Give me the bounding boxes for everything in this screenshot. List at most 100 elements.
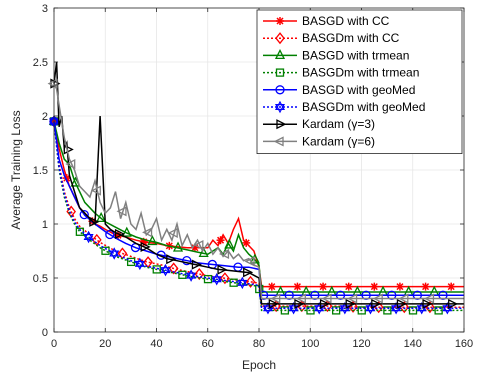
series-line xyxy=(53,83,464,300)
series-point xyxy=(295,293,306,304)
series-point xyxy=(217,264,228,275)
legend-marker xyxy=(275,85,285,95)
series-point xyxy=(220,272,230,285)
y-axis-label: Average Training Loss xyxy=(9,110,23,229)
legend-label: BASGD with CC xyxy=(302,14,390,28)
series-point xyxy=(306,306,315,315)
y-tick-label: 0.5 xyxy=(33,273,48,285)
legend-marker xyxy=(275,68,285,77)
series-point xyxy=(319,298,331,309)
series-point xyxy=(335,290,346,300)
series-point xyxy=(395,282,404,291)
series-point xyxy=(116,206,127,217)
series-point xyxy=(396,298,407,309)
series-point xyxy=(387,290,397,300)
legend-marker xyxy=(276,17,284,25)
series-point xyxy=(224,238,235,249)
series-point xyxy=(421,282,430,291)
series-point xyxy=(147,235,158,246)
legend-marker xyxy=(276,119,287,130)
legend-label: BASGD with geoMed xyxy=(302,83,415,97)
legend-item: Kardam (γ=3) xyxy=(263,117,375,131)
x-tick-label: 100 xyxy=(301,338,319,350)
series-point xyxy=(357,306,366,315)
legend-item: BASGDm with trmean xyxy=(263,66,419,80)
series-point xyxy=(361,290,371,300)
series-point xyxy=(89,216,100,227)
series-point xyxy=(105,229,115,240)
legend-item: BASGD with geoMed xyxy=(263,83,415,97)
legend-label: BASGDm with trmean xyxy=(302,66,419,80)
series-point xyxy=(245,275,256,288)
series-point xyxy=(434,306,443,315)
legend-item: BASGDm with geoMed xyxy=(263,100,425,114)
series-line xyxy=(53,61,464,305)
series-layer xyxy=(47,61,464,315)
series-point xyxy=(216,236,225,245)
legend-label: Kardam (γ=6) xyxy=(302,134,375,148)
x-tick-label: 0 xyxy=(51,338,57,350)
series-point xyxy=(191,259,202,270)
legend-item: BASGD with CC xyxy=(263,14,390,28)
series-line xyxy=(53,121,464,308)
y-tick-label: 3 xyxy=(42,3,48,15)
series-6 xyxy=(50,61,464,309)
series-point xyxy=(372,293,383,304)
x-tick-label: 20 xyxy=(99,338,111,350)
series-point xyxy=(114,228,126,239)
x-tick-label: 80 xyxy=(253,338,265,350)
series-point xyxy=(167,227,178,238)
x-tick-label: 40 xyxy=(150,338,162,350)
series-point xyxy=(331,306,341,315)
series-point xyxy=(319,282,328,291)
series-point xyxy=(172,241,184,252)
series-point xyxy=(134,257,145,271)
x-tick-label: 60 xyxy=(202,338,214,350)
series-point xyxy=(423,293,435,304)
y-tick-label: 2.5 xyxy=(33,57,48,69)
series-point xyxy=(371,298,382,309)
series-point xyxy=(344,282,353,291)
series-point xyxy=(383,306,392,315)
series-point xyxy=(293,282,302,291)
series-point xyxy=(294,298,305,309)
series-point xyxy=(268,298,279,309)
legend-marker xyxy=(274,48,286,60)
series-point xyxy=(267,282,276,291)
series-point xyxy=(408,306,418,315)
series-point xyxy=(345,298,356,309)
series-point xyxy=(65,159,76,170)
series-point xyxy=(218,248,230,260)
series-point xyxy=(438,290,448,300)
series-point xyxy=(109,247,120,260)
series-point xyxy=(243,267,254,278)
series-point xyxy=(140,241,151,252)
series-point xyxy=(194,268,205,281)
series-point xyxy=(203,274,213,284)
series-point xyxy=(447,282,456,291)
legend: BASGD with CC BASGDm with CC BASGD with tr… xyxy=(256,9,463,155)
y-tick-label: 0 xyxy=(42,327,48,339)
legend-marker xyxy=(275,32,285,45)
series-point xyxy=(412,290,423,300)
series-point xyxy=(47,78,58,89)
legend-label: BASGDm with geoMed xyxy=(302,100,425,114)
series-point xyxy=(237,276,248,290)
y-tick-label: 1.5 xyxy=(33,165,48,177)
legend-item: Kardam (γ=6) xyxy=(263,134,375,148)
series-point xyxy=(182,255,192,266)
legend-label: BASGD with trmean xyxy=(302,48,409,62)
series-point xyxy=(310,290,320,300)
x-tick-label: 160 xyxy=(455,338,473,350)
series-point xyxy=(79,209,89,220)
x-tick-label: 140 xyxy=(404,338,422,350)
axis-ticks: 0 20 40 60 80 100 120 140 160 0 0.5 1 1.5 2 2.5 3 xyxy=(33,3,473,350)
series-point xyxy=(193,240,204,251)
series-point xyxy=(152,265,161,274)
legend-item: BASGDm with CC xyxy=(263,31,400,45)
series-point xyxy=(90,185,101,196)
series-point xyxy=(96,211,107,223)
series-point xyxy=(242,238,251,247)
legend-box xyxy=(256,9,463,155)
